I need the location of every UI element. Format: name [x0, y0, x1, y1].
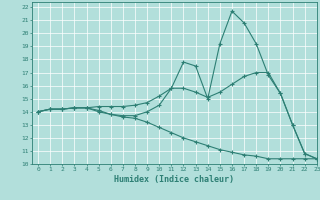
X-axis label: Humidex (Indice chaleur): Humidex (Indice chaleur) — [115, 175, 234, 184]
